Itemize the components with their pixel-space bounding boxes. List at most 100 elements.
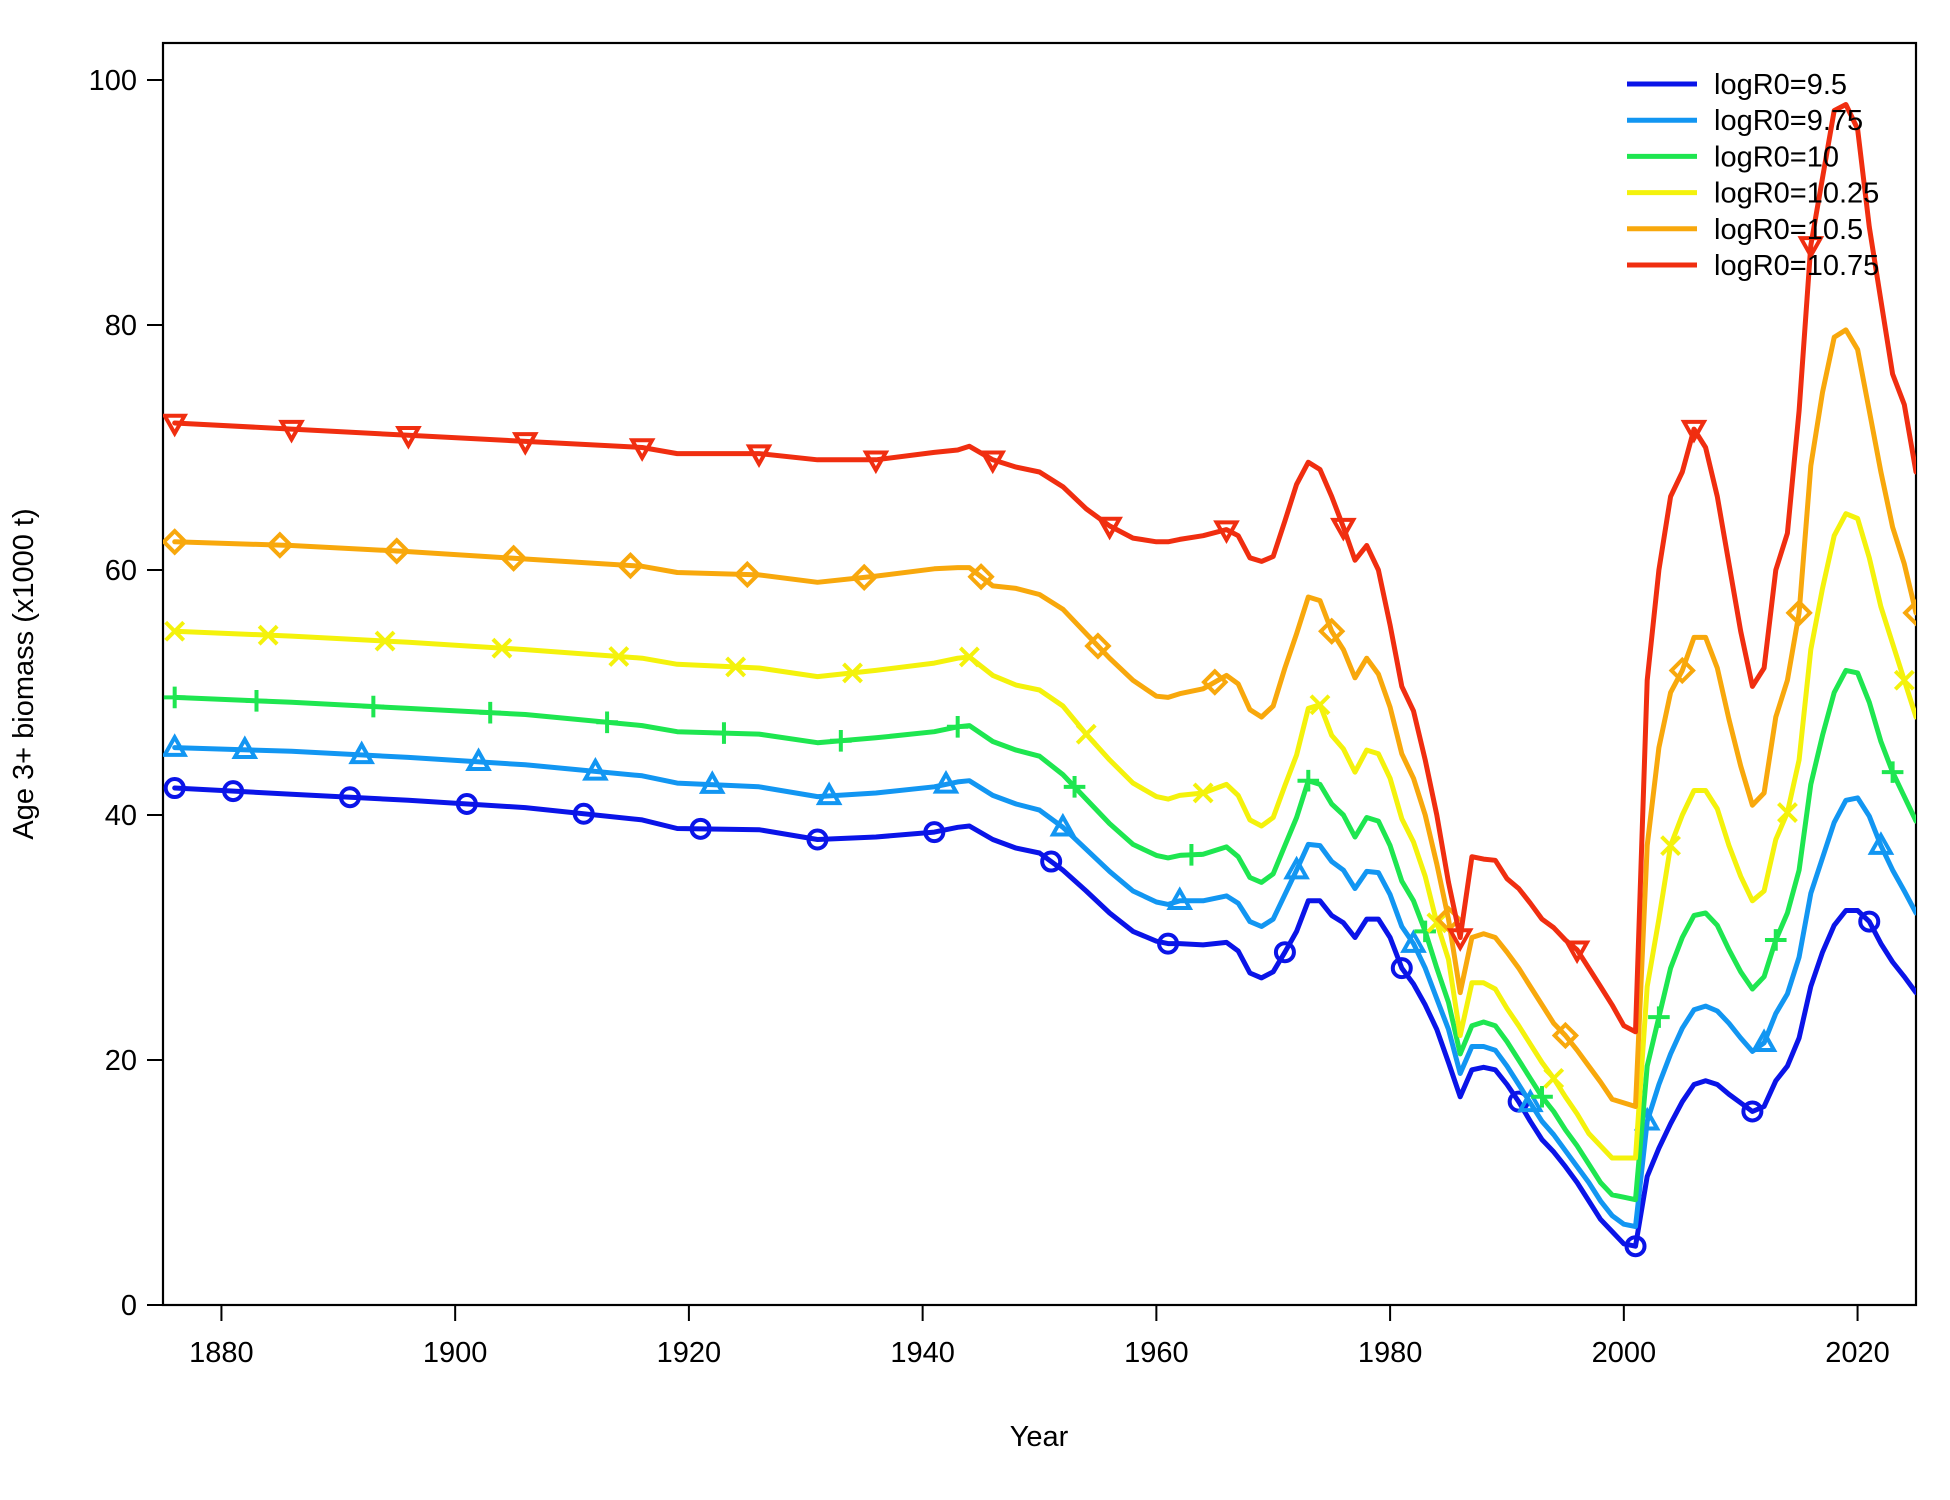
- data-point: [383, 537, 411, 565]
- x-tick-label: 1900: [423, 1337, 488, 1369]
- data-point: [362, 695, 385, 718]
- legend: logR0=9.5 logR0=9.75 logR0=10 logR0=10.25 lo…: [1627, 69, 1879, 282]
- x-tick-label: 2020: [1825, 1337, 1890, 1369]
- series-line: [172, 102, 1916, 1035]
- legend-item: logR0=10.5: [1627, 214, 1863, 246]
- data-point: [491, 637, 513, 659]
- data-point: [1741, 1100, 1764, 1123]
- data-point: [1881, 761, 1904, 783]
- data-point: [231, 735, 259, 760]
- data-point: [745, 444, 773, 469]
- data-point: [1648, 1006, 1670, 1028]
- series-0: [163, 777, 1916, 1258]
- legend-label: logR0=10.75: [1714, 250, 1879, 282]
- legend-label: logR0=10.5: [1714, 214, 1863, 246]
- data-point: [1390, 957, 1413, 980]
- data-point: [1668, 656, 1696, 685]
- data-point: [842, 662, 863, 684]
- legend-label: logR0=9.75: [1714, 105, 1863, 137]
- data-point: [1166, 886, 1194, 910]
- legend-item: logR0=10.25: [1627, 178, 1879, 210]
- data-point: [1297, 769, 1320, 792]
- data-point: [1858, 910, 1881, 933]
- data-point: [1680, 419, 1708, 444]
- data-point: [572, 802, 595, 825]
- data-point: [245, 690, 268, 712]
- data-point: [163, 733, 189, 757]
- data-point: [713, 722, 735, 744]
- data-point: [465, 747, 492, 772]
- y-tick-label: 0: [121, 1290, 137, 1322]
- data-point: [374, 630, 396, 652]
- y-axis-title: Age 3+ biomass (x1000 t): [8, 508, 40, 839]
- x-tick-label: 1880: [189, 1337, 254, 1369]
- data-point: [1213, 520, 1240, 544]
- data-point: [1893, 669, 1915, 691]
- data-point: [979, 450, 1007, 475]
- y-tick-label: 40: [105, 800, 137, 832]
- data-point: [1400, 929, 1427, 953]
- legend-item: logR0=9.5: [1627, 69, 1847, 101]
- data-point: [1201, 668, 1229, 696]
- data-point: [862, 450, 890, 475]
- series-line: [172, 785, 1916, 1249]
- legend-item: logR0=10: [1627, 141, 1839, 173]
- data-point: [1040, 850, 1063, 873]
- data-point: [932, 769, 960, 794]
- legend-label: logR0=9.5: [1714, 69, 1847, 101]
- data-point: [1330, 517, 1357, 542]
- data-point: [1075, 723, 1097, 745]
- data-point: [1517, 1088, 1544, 1113]
- y-axis: 0 20 40 60 80 100: [89, 65, 163, 1322]
- data-point: [830, 729, 852, 752]
- data-point: [608, 646, 630, 667]
- x-axis-title: Year: [1010, 1421, 1069, 1453]
- series-line: [172, 327, 1916, 1109]
- data-point: [1660, 835, 1681, 857]
- x-tick-label: 1980: [1358, 1337, 1423, 1369]
- legend-item: logR0=9.75: [1627, 105, 1863, 137]
- legend-label: logR0=10.25: [1714, 178, 1879, 210]
- data-point: [1084, 632, 1112, 660]
- series-3: [164, 511, 1916, 1161]
- data-point: [163, 686, 186, 709]
- data-point: [596, 711, 618, 734]
- data-point: [479, 701, 502, 724]
- data-point: [511, 432, 539, 456]
- legend-item: logR0=10.75: [1627, 250, 1879, 282]
- data-point: [163, 413, 189, 438]
- data-point: [1318, 617, 1346, 645]
- data-point: [616, 551, 645, 580]
- series-line: [172, 667, 1916, 1203]
- data-point: [1785, 599, 1813, 627]
- data-point: [1563, 940, 1591, 965]
- data-point: [222, 780, 245, 803]
- data-point: [806, 828, 829, 851]
- data-point: [815, 781, 843, 806]
- data-point: [725, 656, 747, 678]
- data-point: [733, 560, 761, 589]
- data-point: [1551, 1021, 1580, 1050]
- y-tick-label: 80: [105, 310, 137, 342]
- data-point: [163, 777, 186, 800]
- data-point: [946, 716, 969, 738]
- data-point: [1543, 1067, 1565, 1089]
- data-point: [1049, 812, 1077, 837]
- data-point: [1797, 236, 1825, 260]
- data-point: [338, 786, 361, 809]
- data-point: [958, 646, 980, 668]
- x-tick-label: 1940: [890, 1337, 955, 1369]
- data-point: [1309, 694, 1331, 716]
- data-point: [1750, 1028, 1778, 1053]
- data-point: [1192, 782, 1214, 804]
- data-point: [278, 419, 305, 444]
- data-point: [1867, 831, 1895, 855]
- data-point: [1157, 932, 1180, 955]
- data-point: [1777, 802, 1798, 823]
- data-point: [967, 563, 995, 591]
- data-point: [628, 438, 656, 462]
- data-point: [850, 563, 878, 591]
- y-tick-label: 100: [89, 65, 137, 97]
- legend-label: logR0=10: [1714, 141, 1839, 173]
